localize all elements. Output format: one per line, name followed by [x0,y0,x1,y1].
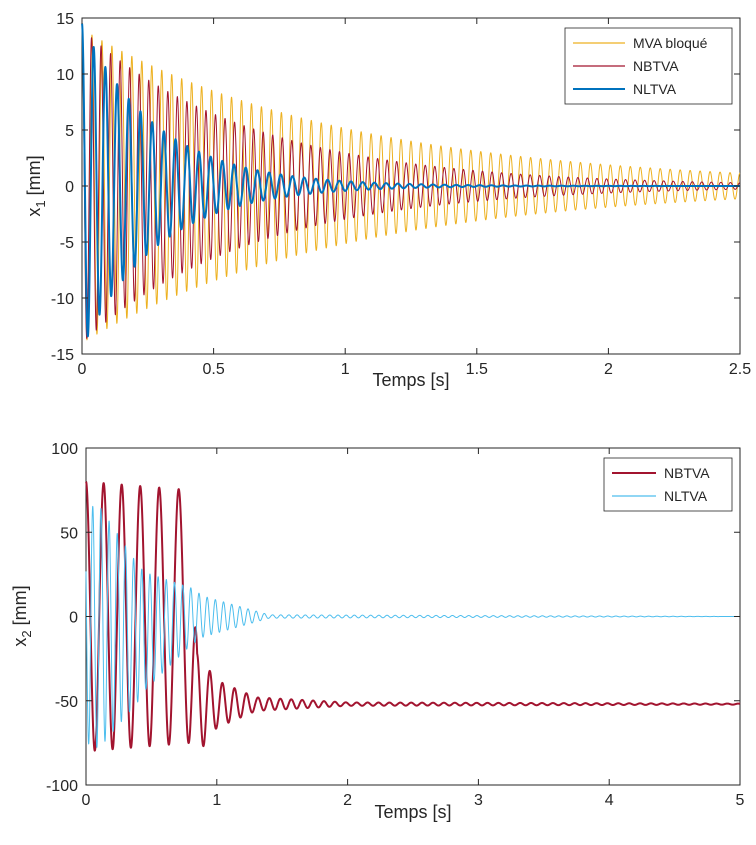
series-line-2-1 [85,505,741,748]
y-axis-label-1-sub: 1 [33,200,48,207]
y-axis-label-2-sub: 2 [19,630,34,637]
series-group-2 [85,480,741,752]
x-tick-label-1-4: 2 [604,361,613,378]
legend-1: MVA bloqué NBTVA NLTVA [564,27,733,105]
series-line-1-0 [81,29,741,341]
series-line-1-1 [81,29,741,339]
series-group-1 [81,23,741,341]
legend-1-label-1: NBTVA [633,58,679,74]
series-line-2-0 [85,480,741,752]
x-tick-label-2-3: 3 [474,792,483,809]
y-tick-label-1-4: 5 [65,123,74,140]
y-axis-label-1-main: x [24,208,44,217]
legend-box-2 [603,457,733,512]
x-axis-label-1: Temps [s] [372,370,449,390]
y-tick-label-1-5: 10 [56,67,74,84]
series-line-1-2 [81,23,741,338]
ticks-group-2: 0 1 2 3 4 5 -100 -50 0 50 100 [46,441,745,809]
y-tick-label-2-0: -100 [46,778,78,795]
x-tick-label-1-5: 2.5 [729,361,751,378]
legend-1-label-2: NLTVA [633,81,677,97]
x-tick-label-1-2: 1 [341,361,350,378]
x-tick-label-1-3: 1.5 [466,361,488,378]
y-tick-label-1-0: -15 [51,347,74,364]
y-tick-label-1-6: 15 [56,11,74,28]
y-tick-label-1-2: -5 [60,235,74,252]
y-axis-label-2-unit: [mm] [10,585,30,630]
legend-2-label-0: NBTVA [664,465,710,481]
y-tick-label-1-3: 0 [65,179,74,196]
x-tick-label-2-4: 4 [605,792,614,809]
y-axis-label-1: x1 [mm] [24,155,48,216]
y-axis-label-2-main: x [10,638,30,647]
x-tick-label-2-2: 2 [343,792,352,809]
x-axis-label-2: Temps [s] [374,802,451,822]
legend-1-label-0: MVA bloqué [633,35,708,51]
y-tick-label-2-3: 50 [60,525,78,542]
legend-2-label-1: NLTVA [664,488,708,504]
y-tick-label-2-4: 100 [51,441,78,458]
chart-1: 0 0.5 1 1.5 2 2.5 -15 -10 -5 0 5 10 15 Temps [s] x1 … [24,11,751,390]
y-axis-label-1-unit: [mm] [24,155,44,200]
x-tick-label-2-5: 5 [736,792,745,809]
x-tick-label-1-1: 0.5 [202,361,224,378]
x-tick-label-2-1: 1 [212,792,221,809]
legend-2: NBTVA NLTVA [603,457,733,512]
x-tick-label-1-0: 0 [78,361,87,378]
y-axis-label-2: x2 [mm] [10,585,34,646]
y-tick-label-1-1: -10 [51,291,74,308]
ticks-group-1: 0 0.5 1 1.5 2 2.5 -15 -10 -5 0 5 10 15 [51,11,751,378]
y-tick-label-2-1: -50 [55,694,78,711]
y-tick-label-2-2: 0 [69,610,78,627]
x-tick-label-2-0: 0 [82,792,91,809]
